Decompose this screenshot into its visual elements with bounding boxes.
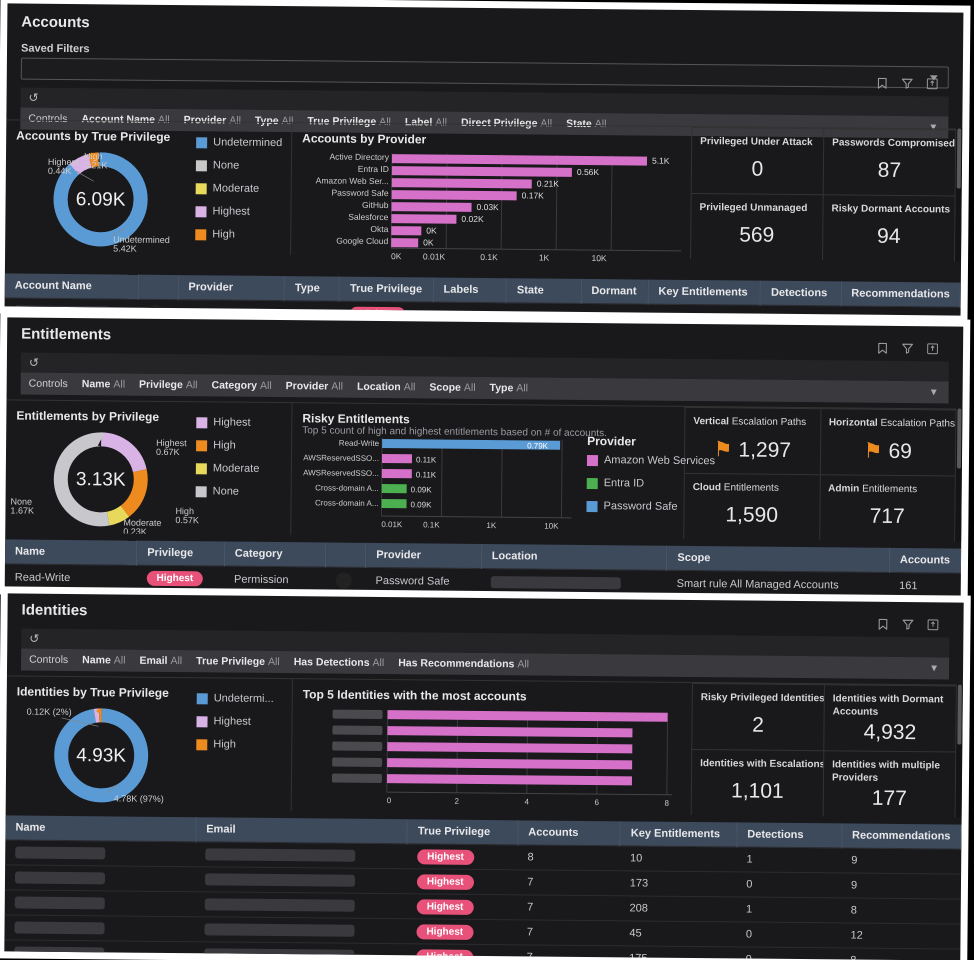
svg-text:4: 4 [524, 797, 529, 806]
svg-text:2: 2 [454, 797, 459, 806]
svg-text:0.44K: 0.44K [48, 166, 72, 176]
svg-text:0.21K: 0.21K [84, 160, 108, 170]
svg-text:0.17K: 0.17K [522, 190, 545, 200]
svg-text:Active Directory: Active Directory [329, 152, 389, 163]
svg-text:Cross-domain A...: Cross-domain A... [315, 498, 379, 508]
svg-text:0.57K: 0.57K [175, 515, 199, 525]
svg-text:0.1K: 0.1K [423, 520, 440, 529]
svg-text:0.67K: 0.67K [156, 447, 180, 457]
svg-text:10K: 10K [591, 253, 607, 263]
svg-text:0.09K: 0.09K [410, 500, 432, 509]
svg-text:0.09K: 0.09K [411, 485, 433, 494]
svg-text:5.42K: 5.42K [113, 243, 137, 253]
svg-text:0.1K: 0.1K [480, 252, 498, 262]
svg-text:Amazon Web Ser...: Amazon Web Ser... [316, 175, 389, 186]
svg-text:1K: 1K [539, 253, 550, 263]
svg-text:1.67K: 1.67K [10, 505, 34, 515]
svg-text:Entra ID: Entra ID [358, 164, 389, 174]
svg-text:Read-Write: Read-Write [339, 439, 380, 448]
svg-text:0.12K (2%): 0.12K (2%) [27, 707, 72, 717]
svg-text:0.11K: 0.11K [416, 470, 437, 479]
svg-text:Salesforce: Salesforce [348, 212, 389, 222]
svg-text:0.02K: 0.02K [461, 214, 484, 224]
svg-text:0.01K: 0.01K [423, 251, 446, 261]
svg-text:4.78K (97%): 4.78K (97%) [114, 793, 164, 803]
svg-text:0.03K: 0.03K [476, 202, 499, 212]
svg-text:8: 8 [664, 799, 669, 808]
svg-text:6: 6 [594, 798, 599, 807]
svg-text:0K: 0K [391, 251, 402, 261]
svg-text:0.23K: 0.23K [123, 527, 147, 536]
svg-text:Cross-domain A...: Cross-domain A... [315, 483, 379, 493]
svg-text:AWSReservedSSO...: AWSReservedSSO... [303, 453, 379, 463]
svg-text:0.11K: 0.11K [416, 455, 437, 464]
svg-text:GitHub: GitHub [362, 200, 389, 210]
svg-text:10K: 10K [544, 522, 559, 531]
svg-text:5.1K: 5.1K [652, 156, 670, 166]
svg-text:0K: 0K [423, 237, 434, 247]
svg-text:0.79K: 0.79K [527, 441, 549, 450]
svg-text:Okta: Okta [370, 224, 388, 234]
svg-text:0.56K: 0.56K [577, 167, 600, 177]
svg-text:Google Cloud: Google Cloud [336, 236, 388, 247]
svg-text:6.09K: 6.09K [76, 189, 126, 210]
svg-text:3.13K: 3.13K [76, 469, 126, 490]
svg-text:0: 0 [387, 796, 392, 805]
svg-text:4.93K: 4.93K [76, 745, 126, 766]
svg-text:AWSReservedSSO...: AWSReservedSSO... [303, 468, 379, 478]
svg-text:1K: 1K [486, 521, 497, 530]
svg-text:0.21K: 0.21K [537, 179, 560, 189]
svg-text:0.01K: 0.01K [381, 520, 403, 529]
svg-text:0K: 0K [426, 225, 437, 235]
svg-text:Password Safe: Password Safe [331, 188, 389, 199]
